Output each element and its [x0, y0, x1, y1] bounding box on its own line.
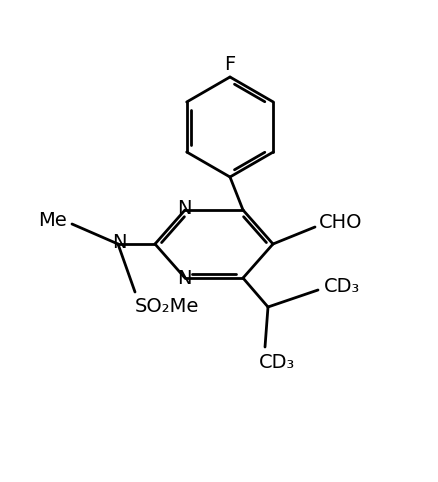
Text: CHO: CHO [319, 214, 363, 232]
Text: Me: Me [38, 212, 67, 230]
Text: CD₃: CD₃ [324, 277, 360, 295]
Text: SO₂Me: SO₂Me [135, 296, 199, 316]
Text: N: N [112, 233, 126, 253]
Text: N: N [177, 200, 191, 218]
Text: CD₃: CD₃ [259, 353, 295, 373]
Text: N: N [177, 269, 191, 289]
Text: F: F [224, 54, 236, 73]
